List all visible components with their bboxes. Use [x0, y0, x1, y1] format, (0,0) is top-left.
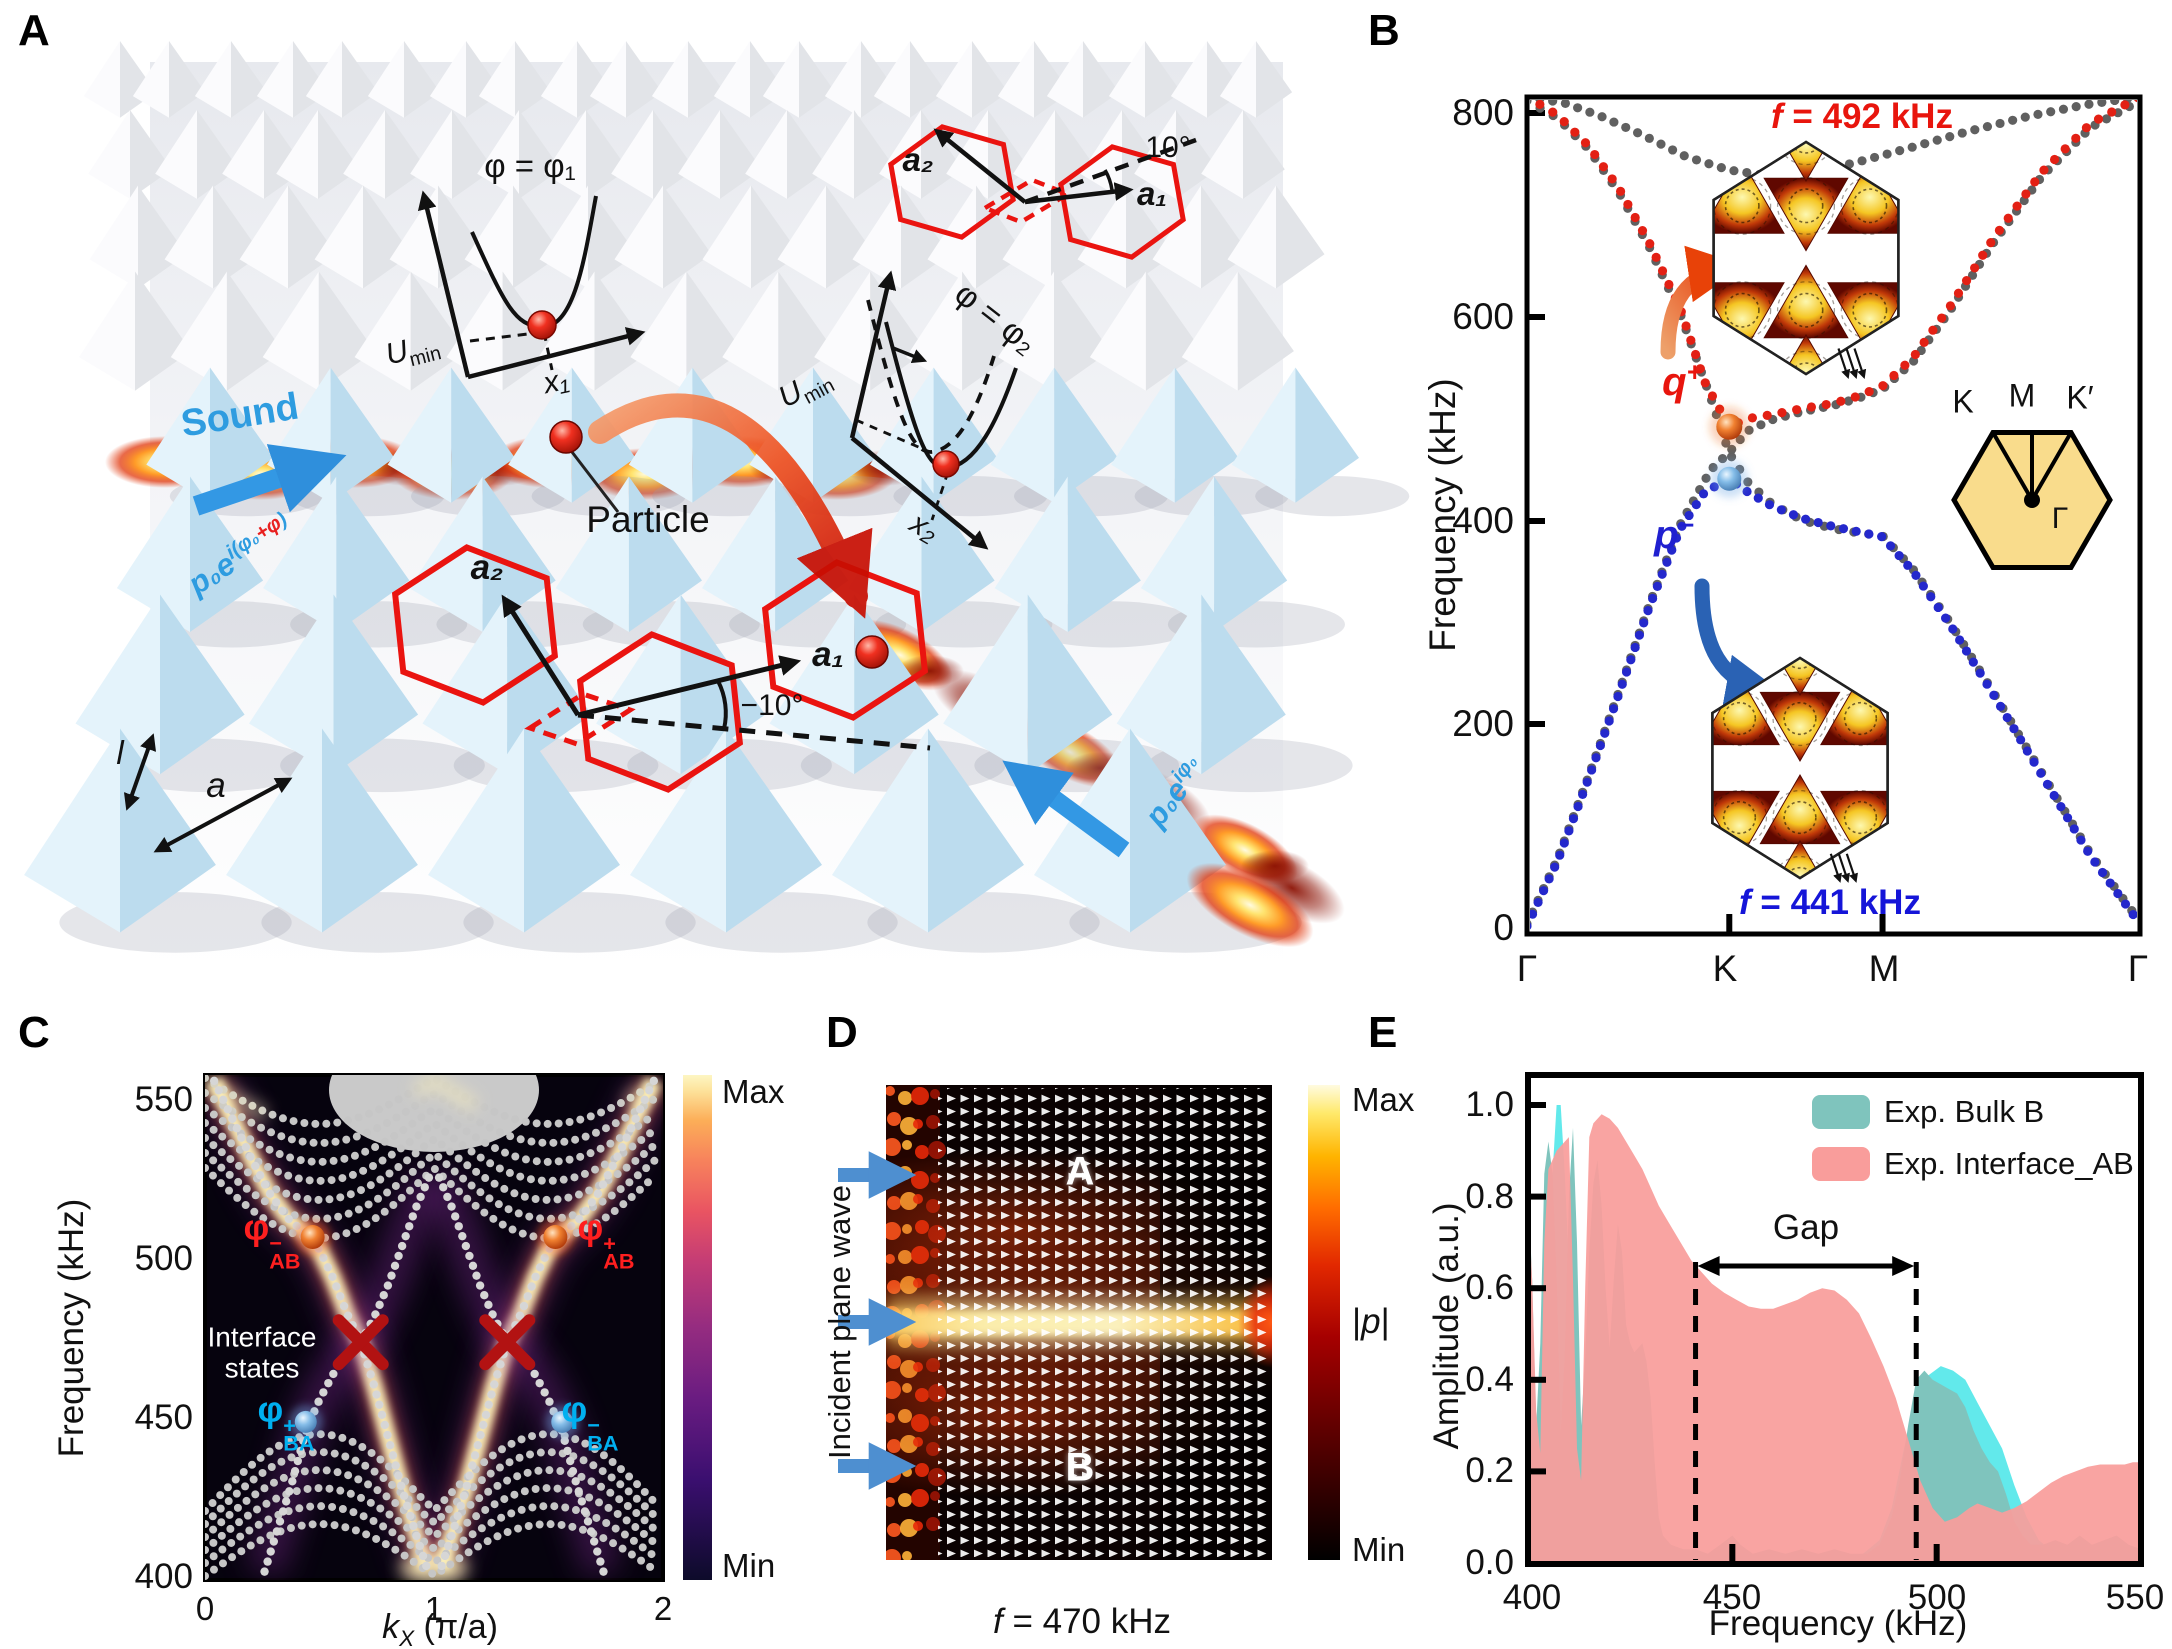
lattice-constant-label: a	[206, 766, 226, 805]
rotation-angle-top-label: 10°	[1145, 131, 1191, 164]
b-xtick-gamma2: Γ	[2127, 948, 2149, 989]
e-x-axis-title: Frequency (kHz)	[1708, 1604, 1968, 1643]
b-q-plus-label: q+	[1662, 356, 1702, 405]
b-ytick-600: 600	[1452, 296, 1514, 337]
c-y-axis-title: Frequency (kHz)	[52, 1198, 91, 1458]
d-colorbar-max-label: Max	[1352, 1081, 1415, 1118]
c-interface-states-label: Interface states	[207, 1321, 317, 1384]
a2-top-vector-label: a₂	[902, 141, 934, 178]
a1-vector-label: a₁	[812, 635, 844, 674]
bz-kprime-label: K′	[2066, 379, 2094, 416]
e-ytick-1.0: 1.0	[1465, 1085, 1514, 1124]
b-xtick-gamma1: Γ	[1516, 948, 1538, 989]
c-ytick-550: 550	[134, 1080, 193, 1119]
bz-k-label: K	[1952, 383, 1974, 420]
bz-gamma-label: Γ	[2051, 502, 2069, 535]
e-gap-label: Gap	[1772, 1208, 1840, 1247]
e-ytick-0.4: 0.4	[1465, 1360, 1514, 1399]
b-ytick-800: 800	[1452, 92, 1514, 133]
panel-e-label: E	[1368, 1008, 1398, 1057]
c-xtick-2: 2	[653, 1590, 673, 1627]
rotation-angle-label: −10°	[740, 689, 804, 722]
d-region-b-label: B	[1065, 1445, 1095, 1490]
pillar-size-label: l	[116, 734, 124, 771]
panel-d-label: D	[826, 1008, 858, 1057]
potential1-phi-label: φ = φ₁	[484, 147, 576, 184]
b-xtick-k: K	[1712, 948, 1738, 989]
a2-vector-label: a₂	[470, 548, 504, 587]
c-x-axis-title: kX (π/a)	[382, 1608, 498, 1649]
e-xtick-400: 400	[1502, 1578, 1562, 1617]
b-ytick-400: 400	[1452, 500, 1514, 541]
c-xtick-1: 1	[424, 1590, 444, 1627]
c-phi-ba-minus-label: φ − BA	[561, 1388, 619, 1455]
bz-m-label: M	[2008, 377, 2036, 414]
c-ytick-450: 450	[134, 1398, 193, 1437]
b-ytick-200: 200	[1452, 703, 1514, 744]
particle-label: Particle	[586, 499, 710, 540]
panel-b-label: B	[1368, 6, 1400, 55]
b-f492-annotation: f = 492 kHz	[1771, 97, 1953, 136]
c-ytick-500: 500	[134, 1239, 193, 1278]
c-xtick-0: 0	[195, 1590, 215, 1627]
e-ytick-0.8: 0.8	[1465, 1177, 1514, 1216]
e-y-axis-title: Amplitude (a.u.)	[1427, 1202, 1466, 1450]
c-colorbar-max-label: Max	[722, 1073, 785, 1110]
e-legend-interface-label: Exp. Interface_AB	[1884, 1146, 2134, 1181]
e-ytick-0.6: 0.6	[1465, 1268, 1514, 1307]
d-region-a-label: A	[1065, 1149, 1095, 1194]
b-xtick-m: M	[1868, 948, 1900, 989]
panel-c-label: C	[18, 1008, 50, 1057]
b-p-minus-label: p−	[1654, 509, 1694, 558]
panel-a-label: A	[18, 6, 50, 55]
e-ytick-0.0: 0.0	[1465, 1543, 1514, 1582]
d-incident-wave-label: Incident plane wave	[822, 1184, 857, 1460]
e-xtick-450: 450	[1702, 1578, 1762, 1617]
e-legend-swatch-interface	[1812, 1147, 1870, 1181]
c-phi-ab-minus-label: φ − AB	[243, 1206, 301, 1273]
d-frequency-caption: f = 470 kHz	[992, 1602, 1172, 1641]
d-colorbar-min-label: Min	[1352, 1531, 1406, 1568]
b-ytick-0: 0	[1493, 907, 1514, 948]
d-colorbar-p-label: |p|	[1352, 1302, 1390, 1341]
e-legend-swatch-bulk	[1812, 1095, 1870, 1129]
c-phi-ab-plus-label: φ + AB	[577, 1206, 635, 1273]
c-colorbar-min-label: Min	[722, 1547, 776, 1584]
e-legend-bulk-label: Exp. Bulk B	[1884, 1094, 2045, 1129]
e-ytick-0.2: 0.2	[1465, 1451, 1514, 1490]
e-xtick-500: 500	[1907, 1578, 1967, 1617]
c-ytick-400: 400	[134, 1557, 193, 1596]
e-xtick-550: 550	[2105, 1578, 2165, 1617]
c-phi-ba-plus-label: φ + BA	[257, 1388, 315, 1455]
a1-top-vector-label: a₁	[1137, 175, 1167, 212]
b-f441-annotation: f = 441 kHz	[1739, 883, 1921, 922]
